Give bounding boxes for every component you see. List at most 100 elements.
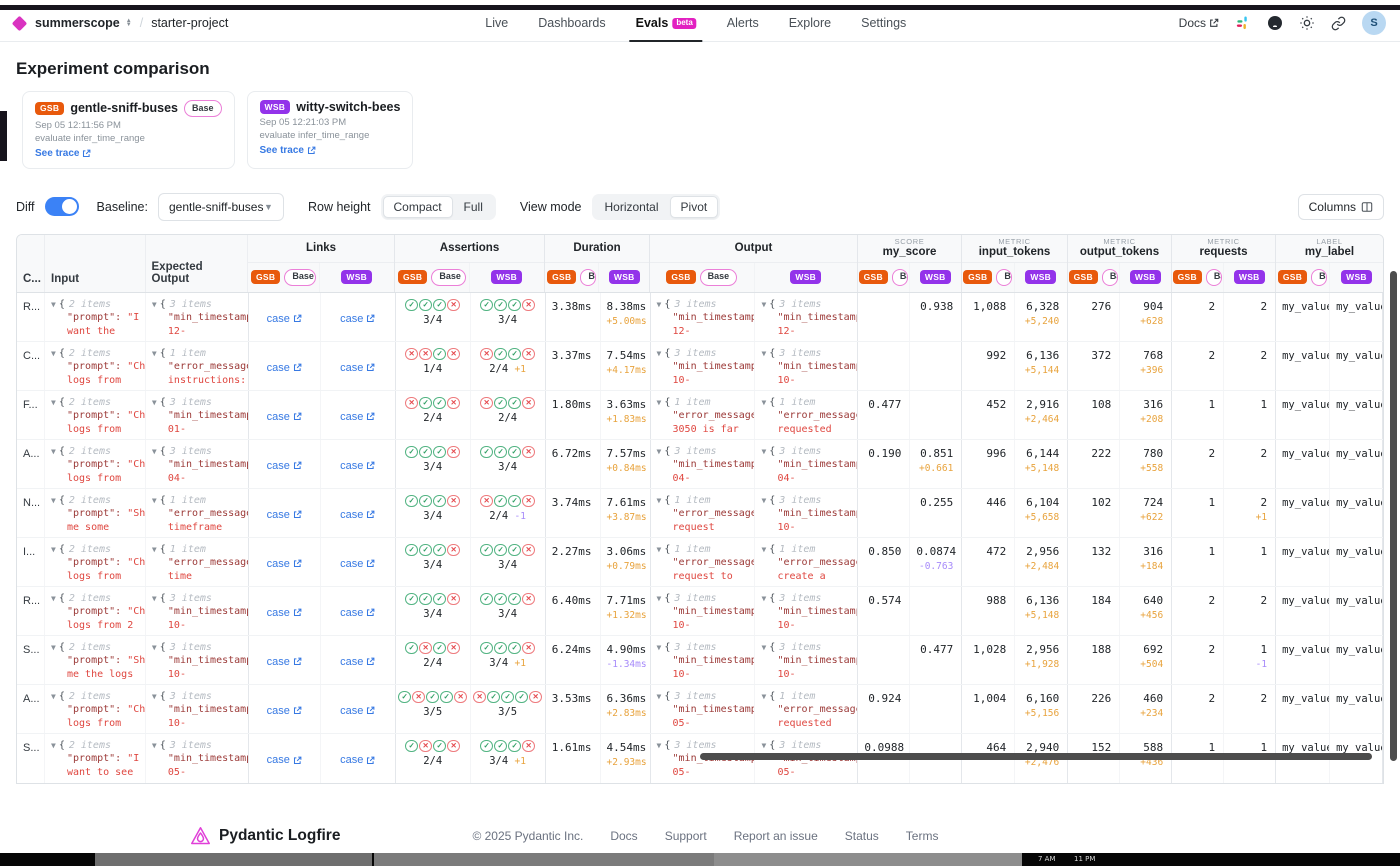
footer-link-report[interactable]: Report an issue — [733, 829, 818, 844]
chevron-down-icon[interactable]: ▼ — [656, 397, 662, 407]
cell-case-name[interactable]: S... — [17, 635, 45, 684]
chevron-down-icon[interactable]: ▼ — [50, 740, 56, 750]
chevron-down-icon[interactable]: ▼ — [656, 642, 662, 652]
group-title[interactable]: Links — [248, 235, 394, 263]
chevron-down-icon[interactable]: ▼ — [656, 348, 662, 358]
horizontal-scrollbar-thumb[interactable] — [700, 753, 1372, 760]
cell-case-name[interactable]: A... — [17, 439, 45, 488]
chevron-down-icon[interactable]: ▼ — [151, 544, 157, 554]
chevron-down-icon[interactable]: ▼ — [151, 593, 157, 603]
case-trace-link[interactable]: case — [267, 547, 302, 581]
case-trace-link[interactable]: case — [340, 547, 375, 581]
chevron-down-icon[interactable]: ▼ — [656, 593, 662, 603]
nav-item-dashboards[interactable]: Dashboards — [538, 16, 606, 30]
chevron-down-icon[interactable]: ▼ — [656, 544, 662, 554]
case-trace-link[interactable]: case — [267, 351, 302, 385]
avatar[interactable]: S — [1362, 11, 1386, 35]
case-trace-link[interactable]: case — [340, 498, 375, 532]
case-trace-link[interactable]: case — [340, 302, 375, 336]
chevron-down-icon[interactable]: ▼ — [761, 544, 767, 554]
case-trace-link[interactable]: case — [340, 694, 375, 728]
chevron-down-icon[interactable]: ▼ — [761, 446, 767, 456]
case-trace-link[interactable]: case — [267, 302, 302, 336]
project-name[interactable]: starter-project — [151, 16, 229, 30]
chevron-down-icon[interactable]: ▼ — [50, 593, 56, 603]
chevron-down-icon[interactable]: ▼ — [50, 397, 56, 407]
chevron-down-icon[interactable]: ▼ — [761, 642, 767, 652]
columns-button[interactable]: Columns — [1297, 193, 1384, 220]
org-name[interactable]: summerscope — [35, 16, 120, 30]
group-title[interactable]: METRIC input_tokens — [962, 235, 1067, 263]
cell-case-name[interactable]: R... — [17, 292, 45, 341]
link-icon[interactable] — [1330, 15, 1347, 32]
case-trace-link[interactable]: case — [267, 694, 302, 728]
case-trace-link[interactable]: case — [267, 400, 302, 434]
case-trace-link[interactable]: case — [267, 596, 302, 630]
docs-link[interactable]: Docs — [1179, 16, 1219, 30]
row-height-compact[interactable]: Compact — [382, 195, 453, 218]
row-height-full[interactable]: Full — [463, 199, 483, 214]
case-trace-link[interactable]: case — [340, 596, 375, 630]
chevron-down-icon[interactable]: ▼ — [656, 740, 662, 750]
case-trace-link[interactable]: case — [267, 743, 302, 778]
group-title[interactable]: METRIC requests — [1172, 235, 1275, 263]
column-header-case[interactable]: C... — [17, 234, 45, 292]
theme-toggle-icon[interactable] — [1298, 15, 1315, 32]
chevron-down-icon[interactable]: ▼ — [761, 691, 767, 701]
nav-item-alerts[interactable]: Alerts — [726, 16, 759, 30]
group-title[interactable]: METRIC output_tokens — [1068, 235, 1171, 263]
chevron-down-icon[interactable]: ▼ — [151, 740, 157, 750]
chevron-down-icon[interactable]: ▼ — [50, 348, 56, 358]
chevron-down-icon[interactable]: ▼ — [50, 544, 56, 554]
nav-item-evals[interactable]: Evals beta — [629, 5, 703, 42]
case-trace-link[interactable]: case — [267, 645, 302, 679]
chevron-down-icon[interactable]: ▼ — [151, 348, 157, 358]
slack-icon[interactable] — [1234, 15, 1251, 32]
column-header-input[interactable]: Input — [45, 234, 146, 292]
chevron-down-icon[interactable]: ▼ — [50, 299, 56, 309]
nav-item-live[interactable]: Live — [485, 16, 509, 30]
cell-case-name[interactable]: A... — [17, 684, 45, 733]
caret-sort-icon[interactable]: ▲ ▼ — [125, 18, 132, 28]
case-trace-link[interactable]: case — [340, 351, 375, 385]
chevron-down-icon[interactable]: ▼ — [656, 299, 662, 309]
footer-link-status[interactable]: Status — [844, 829, 879, 844]
case-trace-link[interactable]: case — [340, 400, 375, 434]
view-mode-pivot[interactable]: Pivot — [669, 195, 719, 218]
chevron-down-icon[interactable]: ▼ — [761, 397, 767, 407]
footer-brand[interactable]: Pydantic Logfire — [190, 826, 340, 847]
chevron-down-icon[interactable]: ▼ — [151, 397, 157, 407]
see-trace-link[interactable]: See trace — [35, 148, 222, 159]
chevron-down-icon[interactable]: ▼ — [761, 299, 767, 309]
chevron-down-icon[interactable]: ▼ — [151, 446, 157, 456]
group-title[interactable]: LABEL my_label — [1276, 235, 1383, 263]
chevron-down-icon[interactable]: ▼ — [151, 495, 157, 505]
diff-toggle[interactable] — [44, 197, 79, 217]
case-trace-link[interactable]: case — [340, 449, 375, 483]
vertical-scrollbar-thumb[interactable] — [1390, 271, 1397, 761]
chevron-down-icon[interactable]: ▼ — [761, 593, 767, 603]
case-trace-link[interactable]: case — [340, 645, 375, 679]
cell-case-name[interactable]: C... — [17, 341, 45, 390]
chevron-down-icon[interactable]: ▼ — [656, 446, 662, 456]
view-mode-horizontal[interactable]: Horizontal — [604, 199, 659, 214]
group-title[interactable]: Duration — [545, 235, 649, 263]
cell-case-name[interactable]: N... — [17, 488, 45, 537]
see-trace-link[interactable]: See trace — [260, 145, 401, 156]
chevron-down-icon[interactable]: ▼ — [761, 348, 767, 358]
column-header-expected-output[interactable]: Expected Output — [146, 234, 248, 292]
group-title[interactable]: Output — [650, 235, 857, 263]
baseline-select[interactable]: gentle-sniff-buses ▼ — [157, 192, 284, 221]
chevron-down-icon[interactable]: ▼ — [761, 495, 767, 505]
footer-link-support[interactable]: Support — [664, 829, 707, 844]
chevron-down-icon[interactable]: ▼ — [151, 642, 157, 652]
nav-item-explore[interactable]: Explore — [788, 16, 832, 30]
chevron-down-icon[interactable]: ▼ — [50, 446, 56, 456]
cell-case-name[interactable]: F... — [17, 390, 45, 439]
case-trace-link[interactable]: case — [267, 498, 302, 532]
case-trace-link[interactable]: case — [267, 449, 302, 483]
group-title[interactable]: SCORE my_score — [858, 235, 961, 263]
chevron-down-icon[interactable]: ▼ — [50, 642, 56, 652]
chevron-down-icon[interactable]: ▼ — [50, 691, 56, 701]
group-title[interactable]: Assertions — [395, 235, 544, 263]
